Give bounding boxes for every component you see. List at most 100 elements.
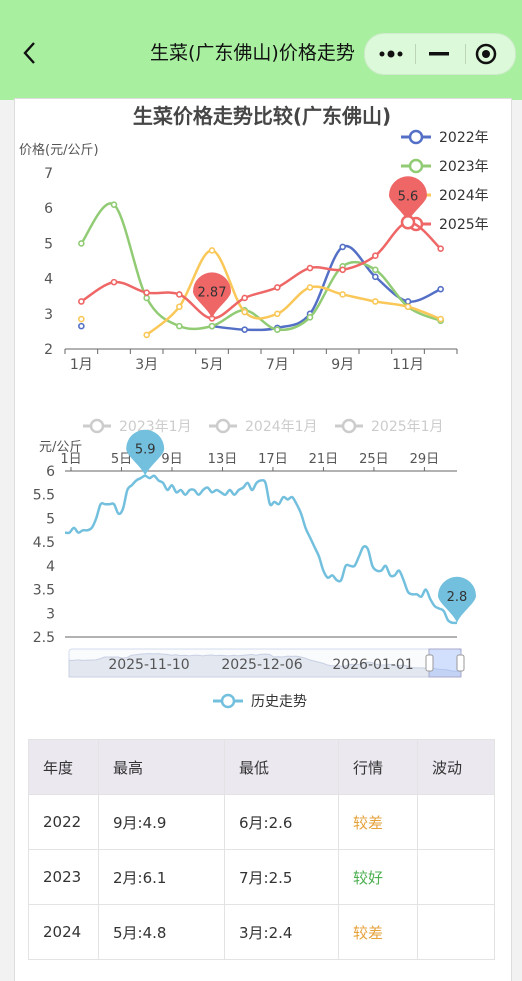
data-point xyxy=(176,322,183,330)
legend-label: 2025年 xyxy=(439,217,489,233)
highlight-point xyxy=(400,215,416,230)
table-row: 2022 9月:4.9 6月:2.6 较差 xyxy=(28,794,495,850)
legend-marker xyxy=(89,418,105,434)
data-point xyxy=(404,303,412,311)
chart-title: 生菜价格走势比较(广东佛山) xyxy=(133,104,391,128)
top-tick-label: 5日 xyxy=(111,452,132,467)
cell-volatility xyxy=(417,849,495,905)
top-tick-label: 21日 xyxy=(309,452,339,467)
data-point xyxy=(78,322,85,330)
marker-pin-high xyxy=(389,176,427,223)
x-tick-label: 11月 xyxy=(392,357,424,373)
y-tick-label: 5.5 xyxy=(33,488,55,504)
x-tick-label: 3月 xyxy=(135,357,158,373)
x-tick-label: 7月 xyxy=(266,357,289,373)
data-point xyxy=(306,284,314,291)
y-tick-label: 3.5 xyxy=(33,583,55,599)
data-point xyxy=(78,298,85,305)
history-line xyxy=(64,474,458,625)
top-tick-label: 17日 xyxy=(258,452,288,467)
marker-pin-low-label: 2.87 xyxy=(198,285,227,300)
cell-low: 6月:2.6 xyxy=(224,794,339,850)
marker-pin-last-label: 2.8 xyxy=(447,590,468,605)
y-tick-label: 4.5 xyxy=(33,535,55,551)
yearly-summary-table: 年度 最高 最低 行情 波动 2022 9月:4.9 6月:2.6 较差 202… xyxy=(28,739,495,960)
top-tick-label: 1日 xyxy=(60,452,81,467)
cell-year: 2022 xyxy=(28,794,99,850)
more-dots-icon[interactable] xyxy=(379,46,403,62)
data-point xyxy=(110,278,118,286)
data-point xyxy=(241,308,248,316)
y-tick-label: 3 xyxy=(44,307,53,323)
top-tick-label: 29日 xyxy=(410,452,440,467)
legend-marker-history xyxy=(220,693,236,709)
data-point xyxy=(274,310,281,318)
zoom-handle-left[interactable] xyxy=(425,654,434,672)
marker-pin-last xyxy=(438,576,476,623)
marker-pin-max-label: 5.9 xyxy=(135,443,156,458)
header-volatility: 波动 xyxy=(417,739,495,795)
data-point xyxy=(372,298,379,305)
cell-year: 2024 xyxy=(28,904,99,960)
y-tick-label: 6 xyxy=(44,201,53,217)
series-line-2023年 xyxy=(80,202,442,332)
content-card: 生菜价格走势比较(广东佛山) 价格(元/公斤) 7 6 5 4 3 2 1月 3月 5月 7月 9月… xyxy=(14,98,512,981)
data-point xyxy=(143,294,150,302)
legend-marker xyxy=(341,418,357,434)
data-point xyxy=(78,315,85,323)
zoom-date-label: 2026-01-01 xyxy=(332,657,413,673)
minimize-icon[interactable] xyxy=(427,46,451,62)
data-point xyxy=(274,326,281,333)
data-point xyxy=(339,243,346,251)
x-tick-label: 1月 xyxy=(70,357,93,373)
zoom-date-label: 2025-12-06 xyxy=(221,657,302,673)
y-tick-label: 5 xyxy=(44,236,53,252)
data-point xyxy=(176,291,183,298)
data-point xyxy=(110,201,118,208)
data-point xyxy=(143,331,150,339)
y-tick-label: 3 xyxy=(46,606,55,622)
legend-label: 2025年1月 xyxy=(371,419,444,435)
zoom-handle-right[interactable] xyxy=(456,654,465,672)
y-tick-label: 6 xyxy=(46,464,55,480)
legend-label: 2024年 xyxy=(439,188,489,204)
data-point xyxy=(241,294,248,302)
top-tick-label: 25日 xyxy=(359,452,389,467)
y-axis-unit: 元/公斤 xyxy=(39,440,82,455)
data-point xyxy=(339,291,346,298)
data-point xyxy=(306,314,314,321)
table-row: 2023 2月:6.1 7月:2.5 较好 xyxy=(28,849,495,905)
legend-label: 2023年 xyxy=(439,159,489,175)
y-tick-label: 5 xyxy=(46,511,55,527)
y-axis-unit: 价格(元/公斤) xyxy=(19,142,99,158)
table-header-row: 年度 最高 最低 行情 波动 xyxy=(28,739,495,795)
data-point xyxy=(372,252,379,260)
cell-low: 7月:2.5 xyxy=(224,849,339,905)
data-point xyxy=(274,284,281,291)
data-point xyxy=(437,315,444,323)
marker-pin-low xyxy=(193,272,231,319)
close-target-icon[interactable] xyxy=(475,43,497,65)
legend-marker-2022年 xyxy=(408,129,424,145)
marker-pin-high-label: 5.6 xyxy=(398,189,419,204)
cell-trend: 较好 xyxy=(338,849,418,905)
data-point xyxy=(437,245,444,252)
y-tick-label: 2 xyxy=(44,342,53,358)
series-line-2022年 xyxy=(211,244,442,332)
legend-label-history: 历史走势 xyxy=(251,694,307,710)
legend-label: 2024年1月 xyxy=(245,419,318,435)
cell-trend: 较差 xyxy=(338,904,418,960)
cell-high: 2月:6.1 xyxy=(98,849,225,905)
legend-marker xyxy=(215,418,231,434)
capsule-divider xyxy=(465,44,466,64)
header-year: 年度 xyxy=(28,739,99,795)
top-tick-label: 13日 xyxy=(208,452,238,467)
marker-pin-max xyxy=(126,429,165,476)
data-point xyxy=(78,240,85,247)
back-arrow-icon[interactable] xyxy=(18,38,42,68)
header-trend: 行情 xyxy=(338,739,418,795)
y-tick-label: 7 xyxy=(44,166,53,182)
header-low: 最低 xyxy=(224,739,339,795)
data-point xyxy=(176,303,183,311)
data-point xyxy=(437,285,444,293)
